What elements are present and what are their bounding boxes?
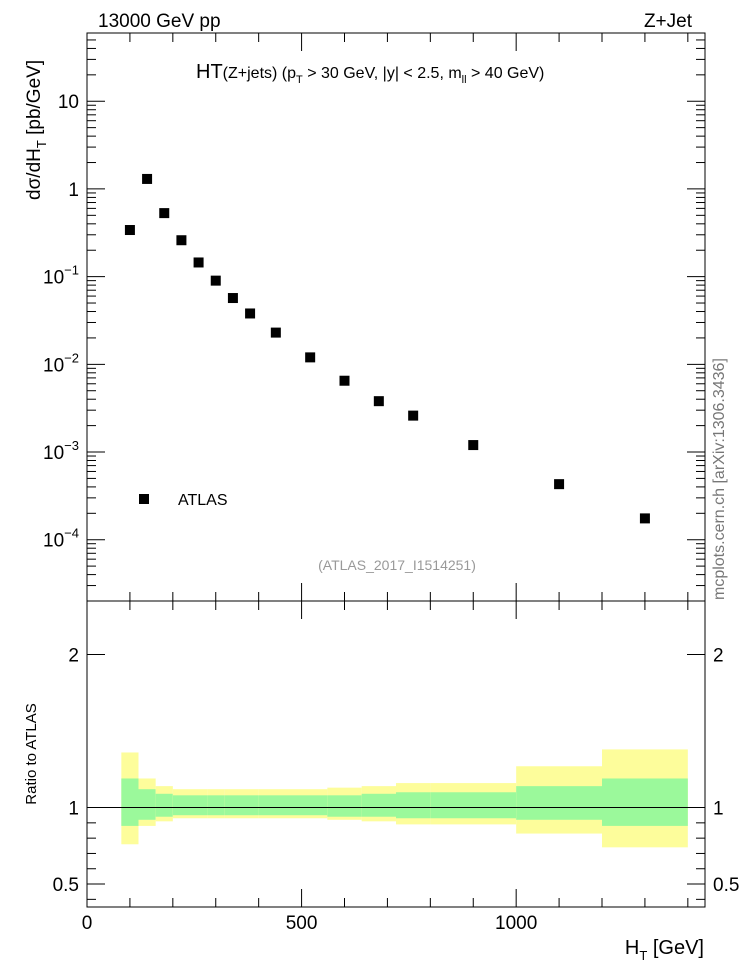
x-tick-label: 0 — [82, 913, 93, 934]
y-tick-label: 10−3 — [43, 438, 79, 464]
ratio-inner-band — [138, 789, 156, 820]
legend-marker — [139, 494, 149, 504]
y-tick-label: 10−4 — [43, 526, 79, 552]
ratio-inner-band — [224, 795, 242, 816]
data-point — [339, 375, 350, 386]
top-panel-axes: 10 1 10−1 10−2 10−3 10−4 — [43, 32, 706, 602]
ratio-inner-band — [361, 793, 396, 817]
ratio-inner-band — [241, 795, 259, 816]
ratio-inner-band — [602, 778, 688, 826]
data-point — [124, 225, 135, 236]
x-axis-label: HT [GeV] — [625, 937, 704, 963]
top-panel-title: HT(Z+jets) (pT > 30 GeV, |y| < 2.5, mll … — [196, 61, 544, 86]
source-label: mcplots.cern.ch [arXiv:1306.3436] — [711, 358, 728, 600]
ratio-y-tick-label-right: 2 — [713, 646, 724, 667]
legend-label: ATLAS — [178, 492, 228, 509]
ratio-inner-band — [293, 795, 328, 816]
ratio-panel-frame — [86, 600, 706, 908]
data-point — [159, 208, 170, 219]
energy-label: 13000 GeV pp — [98, 11, 221, 32]
ratio-bands — [87, 749, 705, 848]
data-point — [468, 440, 479, 451]
x-tick-label: 500 — [286, 913, 318, 934]
data-point — [373, 396, 384, 407]
ratio-inner-band — [121, 778, 139, 826]
data-point — [245, 308, 256, 319]
process-label: Z+Jet — [644, 11, 693, 32]
ratio-panel-axes: 0.5 0.5 1 1 2 2 0 500 1000 — [53, 600, 739, 934]
data-point — [408, 410, 419, 421]
data-point — [554, 479, 565, 490]
ratio-y-tick-label-right: 0.5 — [713, 875, 739, 896]
data-point — [639, 513, 650, 524]
data-point — [227, 293, 238, 304]
y-tick-label: 10−2 — [43, 350, 79, 376]
analysis-id-label: (ATLAS_2017_I1514251) — [318, 557, 476, 573]
data-point — [193, 257, 204, 268]
ratio-inner-band — [258, 795, 293, 816]
y-tick-label: 1 — [68, 180, 79, 201]
ratio-inner-band — [327, 795, 362, 817]
ratio-inner-band — [396, 792, 431, 819]
ratio-inner-band — [172, 795, 190, 816]
ratio-inner-band — [430, 792, 517, 819]
data-point — [176, 235, 187, 246]
top-panel-frame — [86, 32, 706, 602]
y-tick-label: 10−1 — [43, 263, 79, 289]
ratio-inner-band — [190, 795, 208, 816]
data-points — [124, 173, 650, 524]
top-y-axis-label: dσ/dHT [pb/GeV] — [24, 60, 49, 200]
data-point — [142, 173, 153, 184]
x-tick-label: 1000 — [495, 913, 537, 934]
ratio-y-tick-label-right: 1 — [713, 799, 724, 820]
ratio-inner-band — [155, 793, 173, 817]
y-tick-label: 10 — [58, 92, 79, 113]
ratio-y-tick-label: 1 — [68, 799, 79, 820]
ratio-y-axis-label: Ratio to ATLAS — [23, 703, 40, 804]
ratio-inner-band — [516, 786, 602, 820]
ratio-y-tick-label: 0.5 — [53, 875, 79, 896]
ratio-y-tick-label: 2 — [68, 646, 79, 667]
data-point — [210, 275, 221, 286]
ratio-inner-band — [207, 795, 225, 816]
data-point — [305, 352, 316, 363]
data-point — [270, 327, 281, 338]
